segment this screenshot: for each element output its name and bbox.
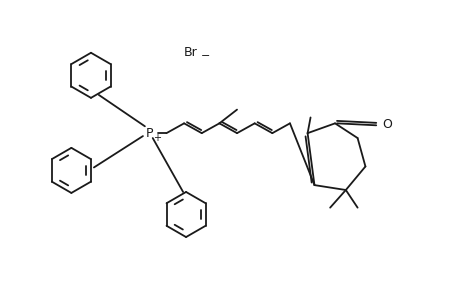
- Text: +: +: [152, 133, 160, 143]
- Text: O: O: [381, 118, 391, 131]
- Text: P: P: [146, 127, 153, 140]
- Text: −: −: [200, 51, 210, 61]
- Text: Br: Br: [184, 46, 198, 59]
